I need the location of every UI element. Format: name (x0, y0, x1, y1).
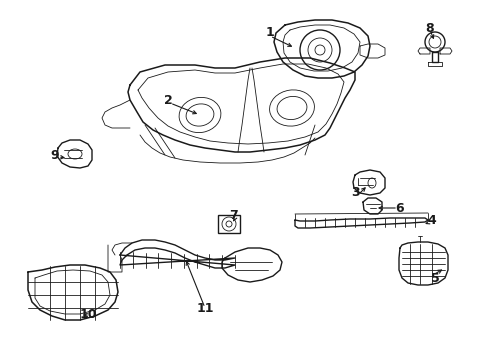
Text: 9: 9 (51, 149, 59, 162)
Text: 6: 6 (395, 202, 404, 215)
Text: 11: 11 (196, 302, 213, 315)
Text: 3: 3 (350, 185, 359, 198)
Text: 8: 8 (425, 22, 433, 35)
Text: 4: 4 (427, 213, 435, 226)
Text: 5: 5 (430, 271, 439, 284)
Text: 10: 10 (79, 309, 97, 321)
Text: 1: 1 (265, 26, 274, 39)
Text: 2: 2 (163, 94, 172, 107)
Text: 7: 7 (229, 208, 238, 221)
Bar (218, 215, 240, 233)
